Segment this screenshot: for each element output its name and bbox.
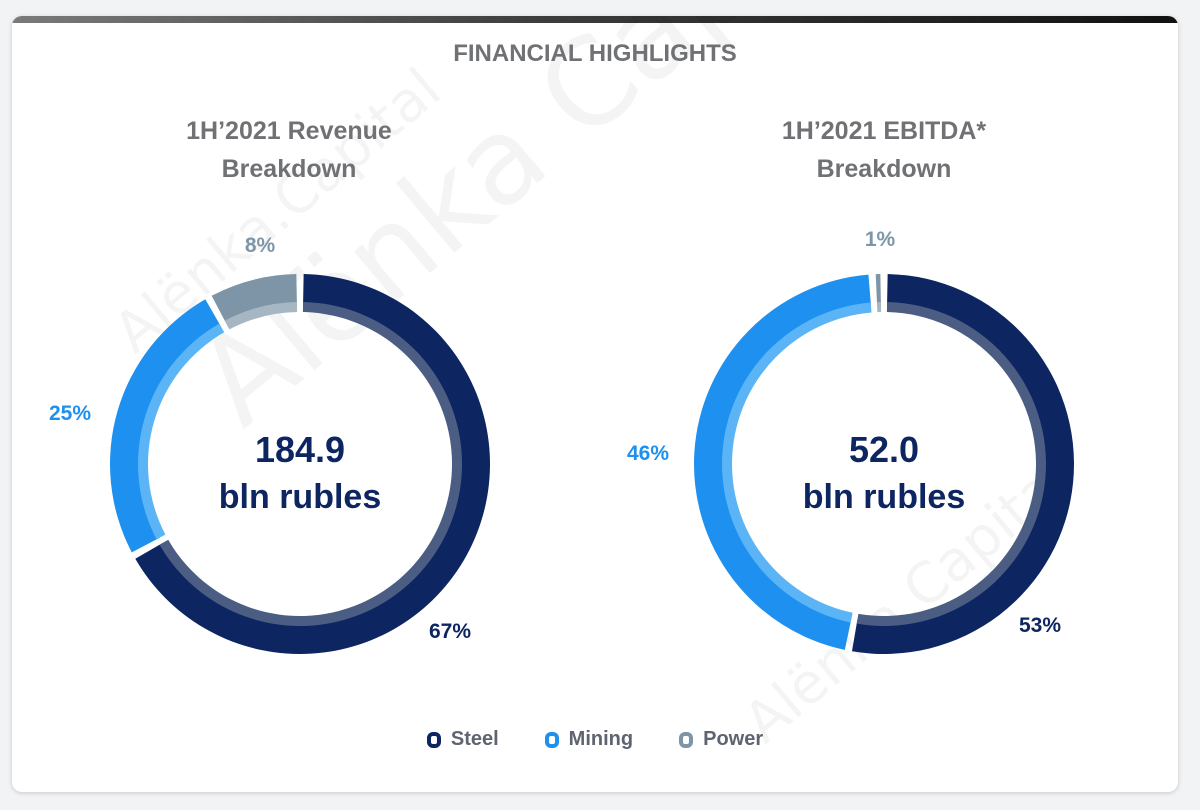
donut-charts: 67% 25% 8% 184.9 bln rubles 53% 46% 1% 52.0 bln r… [49, 228, 1075, 654]
ebitda-slice-mining [693, 274, 872, 650]
revenue-label-power: 8% [245, 234, 276, 257]
ebitda-label-power: 1% [865, 228, 896, 251]
revenue-center-value: 184.9 [255, 429, 345, 470]
legend: Steel Mining Power [12, 728, 1178, 751]
financial-highlights-card: Alёnka Capital Alёnka.Capital Alёnka.Cap… [12, 16, 1178, 792]
revenue-center-unit: bln rubles [219, 478, 381, 516]
ebitda-slice-power [875, 274, 882, 313]
legend-label-steel: Steel [450, 728, 499, 750]
ebitda-chart-title: 1H’2021 EBITDA* Breakdown [674, 112, 1094, 188]
ebitda-label-steel: 53% [1019, 614, 1061, 637]
revenue-title-line2: Breakdown [221, 155, 357, 183]
ebitda-title-line1: 1H’2021 EBITDA* [781, 117, 987, 145]
steel-swatch-icon [426, 731, 441, 748]
ebitda-center-value: 52.0 [849, 429, 919, 470]
revenue-title-line1: 1H’2021 Revenue [186, 117, 392, 145]
revenue-label-mining: 25% [49, 402, 91, 425]
ebitda-title-line2: Breakdown [816, 155, 952, 183]
ebitda-center-unit: bln rubles [803, 478, 965, 516]
revenue-label-steel: 67% [429, 620, 471, 643]
ebitda-label-mining: 46% [627, 442, 669, 465]
power-swatch-icon [679, 731, 694, 748]
ebitda-slice-steel [851, 274, 1075, 654]
revenue-slice-power [211, 274, 298, 330]
page-title: FINANCIAL HIGHLIGHTS [453, 40, 737, 67]
mining-swatch-icon [544, 731, 559, 748]
legend-label-mining: Mining [568, 728, 634, 750]
revenue-chart-title: 1H’2021 Revenue Breakdown [79, 112, 499, 188]
legend-item-mining: Mining [544, 728, 634, 751]
legend-label-power: Power [703, 728, 764, 750]
legend-item-steel: Steel [426, 728, 499, 751]
revenue-slice-mining [109, 299, 225, 553]
top-accent-bar [12, 16, 1178, 23]
legend-item-power: Power [679, 728, 763, 751]
